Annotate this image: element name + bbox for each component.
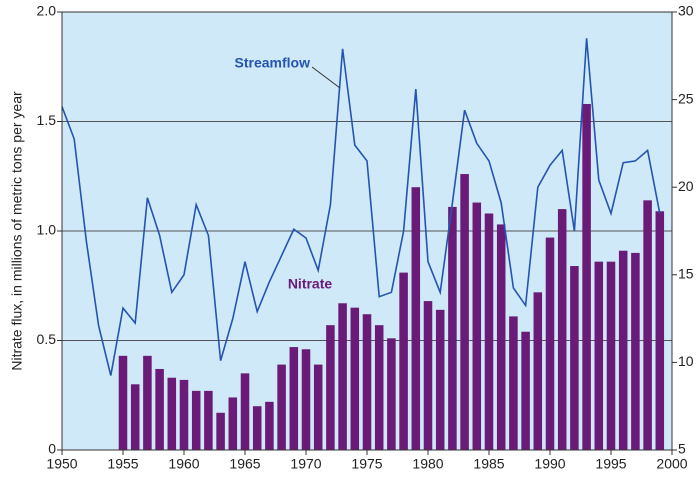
- x-tick-label: 1975: [351, 456, 382, 472]
- bar: [582, 103, 591, 450]
- x-tick-label: 1950: [46, 456, 77, 472]
- bar: [118, 355, 128, 450]
- bar: [387, 338, 396, 450]
- bar: [435, 309, 445, 450]
- bar: [411, 187, 421, 450]
- bar: [643, 200, 652, 450]
- bar: [289, 347, 299, 450]
- bar: [545, 237, 555, 450]
- bar: [362, 314, 372, 450]
- leader-line: [311, 66, 341, 89]
- bar: [228, 397, 238, 450]
- y2-tick-label: 10: [678, 353, 694, 369]
- bar: [143, 355, 152, 450]
- y2-tick-label: 25: [678, 90, 694, 106]
- y-tick-label: 0: [48, 441, 56, 457]
- x-tick-label: 1980: [412, 456, 443, 472]
- bar: [606, 261, 616, 450]
- y-axis-label: Nitrate flux, in millions of metric tons…: [9, 91, 25, 371]
- x-tick-label: 1995: [595, 456, 626, 472]
- bar: [484, 213, 494, 450]
- bar: [204, 390, 213, 450]
- bar: [167, 377, 177, 450]
- x-tick-label: 1965: [229, 456, 260, 472]
- y2-tick-label: 20: [678, 178, 694, 194]
- bar: [618, 250, 628, 450]
- bar: [374, 325, 384, 450]
- y-tick-label: 2.0: [37, 3, 57, 19]
- y2-tick-label: 30: [678, 3, 694, 19]
- bar: [130, 384, 140, 450]
- bar: [277, 364, 286, 450]
- y-tick-label: 0.5: [37, 331, 57, 347]
- bar: [521, 331, 530, 450]
- bar: [472, 202, 482, 450]
- bar: [155, 368, 164, 450]
- bar: [301, 349, 311, 450]
- x-tick-label: 2000: [656, 456, 687, 472]
- series-label: Streamflow: [235, 55, 311, 71]
- bar: [252, 406, 262, 450]
- bar: [338, 303, 347, 450]
- bar: [594, 261, 604, 450]
- y-tick-label: 1.0: [37, 222, 57, 238]
- plot-frame: [61, 11, 673, 451]
- streamflow-line: [61, 38, 661, 376]
- x-tick-label: 1970: [290, 456, 321, 472]
- x-tick-label: 1985: [473, 456, 504, 472]
- bar: [460, 174, 469, 450]
- bar: [179, 379, 189, 450]
- bar: [557, 209, 567, 450]
- bar: [326, 325, 335, 450]
- bar: [265, 401, 274, 450]
- bar: [570, 266, 579, 450]
- y2-tick-label: 15: [678, 266, 694, 282]
- bar: [423, 301, 433, 450]
- bar: [533, 292, 543, 450]
- bar: [631, 252, 640, 450]
- bar: [399, 272, 408, 450]
- bar: [509, 316, 518, 450]
- bar: [655, 211, 665, 450]
- bar: [191, 390, 201, 450]
- x-tick-label: 1955: [107, 456, 138, 472]
- bar: [313, 364, 323, 450]
- x-tick-label: 1960: [168, 456, 199, 472]
- bar: [216, 412, 225, 450]
- bar: [496, 224, 506, 450]
- y2-tick-label: 5: [678, 441, 686, 457]
- x-tick-label: 1990: [534, 456, 565, 472]
- bar: [448, 206, 457, 450]
- bar: [350, 307, 360, 450]
- y-tick-label: 1.5: [37, 112, 57, 128]
- bar: [240, 373, 250, 450]
- series-label: Nitrate: [288, 276, 333, 292]
